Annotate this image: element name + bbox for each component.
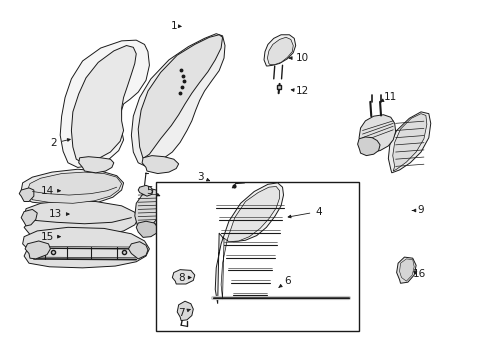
Text: 4: 4 [287,207,321,218]
Text: 7: 7 [178,308,190,318]
Polygon shape [79,157,114,173]
Text: 15: 15 [41,232,60,242]
Text: 2: 2 [50,139,70,148]
Text: 12: 12 [291,86,308,96]
Polygon shape [267,37,293,64]
Text: 16: 16 [411,269,425,279]
Polygon shape [135,189,162,230]
Polygon shape [177,301,193,320]
Polygon shape [19,188,34,202]
Polygon shape [396,257,415,283]
Text: 14: 14 [41,186,60,196]
Polygon shape [71,45,136,163]
Text: 3: 3 [197,172,209,182]
Text: 8: 8 [178,273,191,283]
Polygon shape [128,242,148,259]
Text: 1: 1 [170,21,181,31]
Polygon shape [136,221,158,237]
Polygon shape [392,114,426,171]
Polygon shape [221,186,279,299]
Polygon shape [387,112,430,173]
Polygon shape [22,227,149,268]
Bar [156,182,358,330]
Text: 6: 6 [278,276,290,287]
Polygon shape [27,172,122,203]
Polygon shape [21,210,37,226]
Polygon shape [399,259,413,281]
Polygon shape [25,241,50,259]
Text: 10: 10 [289,53,308,63]
Text: 5: 5 [146,186,160,197]
Polygon shape [138,35,222,158]
Polygon shape [172,270,194,284]
Polygon shape [358,115,395,152]
Polygon shape [24,201,138,237]
Polygon shape [138,185,153,196]
Text: 11: 11 [380,92,397,102]
Text: 13: 13 [49,209,69,219]
Text: 9: 9 [411,206,424,216]
Polygon shape [60,40,149,167]
Polygon shape [215,183,283,304]
Polygon shape [21,169,123,205]
Polygon shape [142,156,178,174]
Polygon shape [131,34,224,166]
Polygon shape [264,35,295,66]
Polygon shape [357,137,379,156]
